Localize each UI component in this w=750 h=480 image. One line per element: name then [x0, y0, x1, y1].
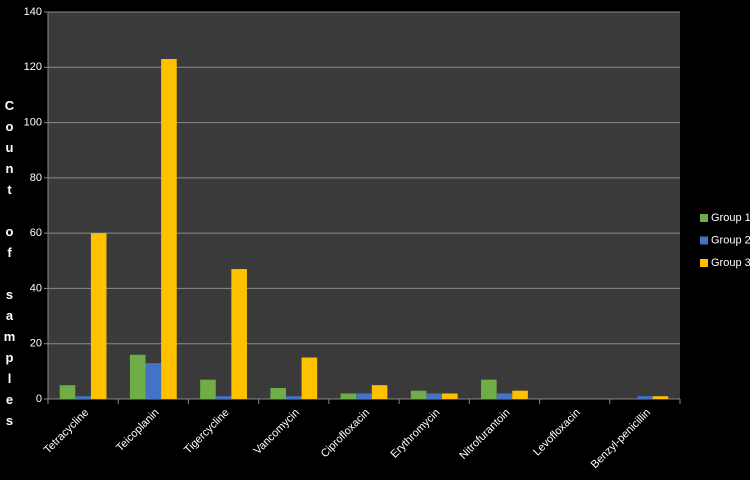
bar [129, 354, 146, 399]
bar [301, 357, 318, 399]
y-tick-label: 120 [24, 61, 42, 73]
bar [496, 393, 513, 399]
bar [410, 390, 427, 399]
bar [371, 385, 388, 399]
plot-area [48, 12, 680, 399]
x-tick-label: Erythromycin [389, 407, 443, 461]
x-tick-label: Benzyl-penicillin [589, 407, 653, 471]
y-tick-label: 0 [36, 393, 42, 405]
legend-swatch [700, 214, 708, 222]
x-tick-label: Nitrofurantoin [457, 407, 512, 462]
x-tick-label: Tigercycline [182, 407, 232, 457]
bar [75, 396, 91, 399]
legend-label: Group 3 [711, 257, 750, 269]
bar [161, 58, 177, 399]
bar [285, 396, 302, 399]
legend-swatch [700, 236, 708, 245]
y-tick-label: 100 [24, 116, 42, 128]
bar [340, 393, 357, 399]
y-tick-label: 20 [30, 338, 42, 350]
y-tick-label: 60 [30, 227, 42, 239]
y-tick-label: 80 [30, 172, 42, 184]
bar [481, 379, 497, 399]
legend-label: Group 1 [711, 212, 750, 224]
bar [637, 396, 653, 399]
bar [200, 379, 216, 399]
bar [270, 387, 286, 399]
bar [90, 233, 107, 399]
x-tick-label: Ciprofloxacin [319, 407, 372, 460]
y-axis-label: Count of samples [2, 98, 17, 434]
bar [59, 385, 76, 399]
x-tick-label: Tetracycline [42, 407, 92, 457]
y-tick-label: 40 [30, 282, 42, 294]
legend-label: Group 2 [711, 234, 750, 246]
legend-swatch [700, 259, 708, 267]
bar [442, 393, 458, 399]
bar [652, 396, 669, 399]
y-tick-label: 140 [24, 6, 42, 18]
x-tick-label: Levofloxacin [531, 407, 583, 459]
x-tick-label: Vancomycin [252, 407, 302, 457]
bar [356, 393, 372, 399]
bar [512, 390, 528, 399]
x-tick-label: Teicoplanin [114, 407, 161, 454]
bar [215, 396, 232, 399]
bar [231, 269, 247, 399]
bar [145, 363, 162, 399]
bar [426, 393, 443, 399]
